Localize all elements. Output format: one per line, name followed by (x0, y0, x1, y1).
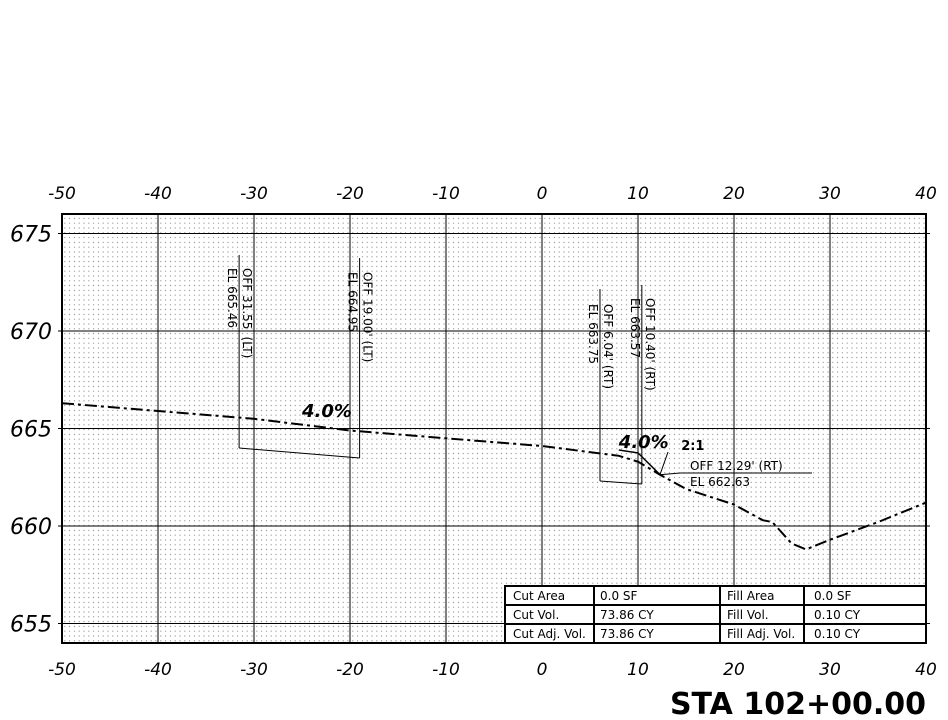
y-tick-660: 660 (10, 515, 52, 540)
offset-label-12-29-rt: OFF 12.29' (RT) (690, 459, 783, 473)
x-tick-top-40: 40 (915, 184, 937, 204)
side-slope-ratio-label: 2:1 (681, 439, 704, 454)
x-tick-labels-bottom: -50 -40 -30 -20 -10 0 10 20 30 40 (48, 660, 937, 680)
y-tick-670: 670 (10, 320, 52, 345)
x-tick-bottom--30: -30 (240, 660, 268, 680)
x-tick-top-0: 0 (537, 184, 548, 204)
plot-frame (61, 213, 927, 644)
grade-label-right: 4.0% (618, 432, 669, 453)
subgrade-left (239, 447, 360, 459)
elevation-label-664-95: EL 664.95 (346, 272, 360, 332)
x-tick-top--50: -50 (48, 184, 76, 204)
x-tick-top--40: -40 (144, 184, 172, 204)
existing-ground-profile (61, 402, 927, 551)
x-tick-bottom--50: -50 (48, 660, 76, 680)
elevation-label-663-57: EL 663.57 (628, 298, 642, 358)
cut-area-value: 0.0 SF (600, 589, 638, 603)
x-tick-bottom-20: 20 (723, 660, 745, 680)
fill-area-value: 0.0 SF (814, 589, 852, 603)
elevation-label-662-63: EL 662.63 (690, 475, 750, 489)
x-tick-top-20: 20 (723, 184, 745, 204)
elevation-label-665-46: EL 665.46 (225, 268, 239, 328)
offset-label-6-04-rt: OFF 6.04' (RT) (601, 304, 615, 389)
x-tick-bottom-40: 40 (915, 660, 937, 680)
quantities-table: Cut Area 0.0 SF Fill Area 0.0 SF Cut Vol… (504, 585, 927, 644)
fill-adj-vol-label: Fill Adj. Vol. (727, 627, 795, 641)
x-tick-bottom-0: 0 (537, 660, 548, 680)
x-tick-bottom--10: -10 (432, 660, 460, 680)
x-tick-bottom--40: -40 (144, 660, 172, 680)
offset-label-31-55-lt: OFF 31.55' (LT) (240, 268, 254, 358)
x-tick-bottom-30: 30 (819, 660, 841, 680)
offset-label-19-00-lt: OFF 19.00' (LT) (361, 272, 375, 362)
elevation-label-663-75: EL 663.75 (586, 304, 600, 364)
leader-toe (659, 472, 681, 476)
x-tick-top-30: 30 (819, 184, 841, 204)
fill-vol-value: 0.10 CY (814, 608, 861, 622)
leader-slope-ratio (659, 451, 669, 475)
x-tick-bottom--20: -20 (336, 660, 364, 680)
x-tick-labels-top: -50 -40 -30 -20 -10 0 10 20 30 40 (48, 184, 937, 204)
cut-adj-vol-label: Cut Adj. Vol. (513, 627, 586, 641)
cut-vol-label: Cut Vol. (513, 608, 559, 622)
y-tick-labels: 655 660 665 670 675 (10, 223, 52, 638)
cut-area-label: Cut Area (513, 589, 565, 603)
side-slope-line (618, 449, 661, 476)
x-tick-top--20: -20 (336, 184, 364, 204)
y-tick-675: 675 (10, 223, 52, 248)
x-tick-top--10: -10 (432, 184, 460, 204)
x-tick-top-10: 10 (627, 184, 649, 204)
cut-vol-value: 73.86 CY (600, 608, 654, 622)
fill-area-label: Fill Area (727, 589, 774, 603)
section-lines (238, 255, 812, 485)
x-tick-bottom-10: 10 (627, 660, 649, 680)
y-tick-665: 665 (10, 418, 52, 443)
grade-label-left: 4.0% (301, 401, 352, 422)
cut-adj-vol-value: 73.86 CY (600, 627, 654, 641)
fill-vol-label: Fill Vol. (727, 608, 769, 622)
x-tick-top--30: -30 (240, 184, 268, 204)
fill-adj-vol-value: 0.10 CY (814, 627, 861, 641)
offset-label-10-40-rt: OFF 10.40' (RT) (643, 298, 657, 391)
subgrade-right (599, 480, 642, 485)
y-tick-655: 655 (10, 613, 52, 638)
station-label: STA 102+00.00 (670, 687, 926, 720)
